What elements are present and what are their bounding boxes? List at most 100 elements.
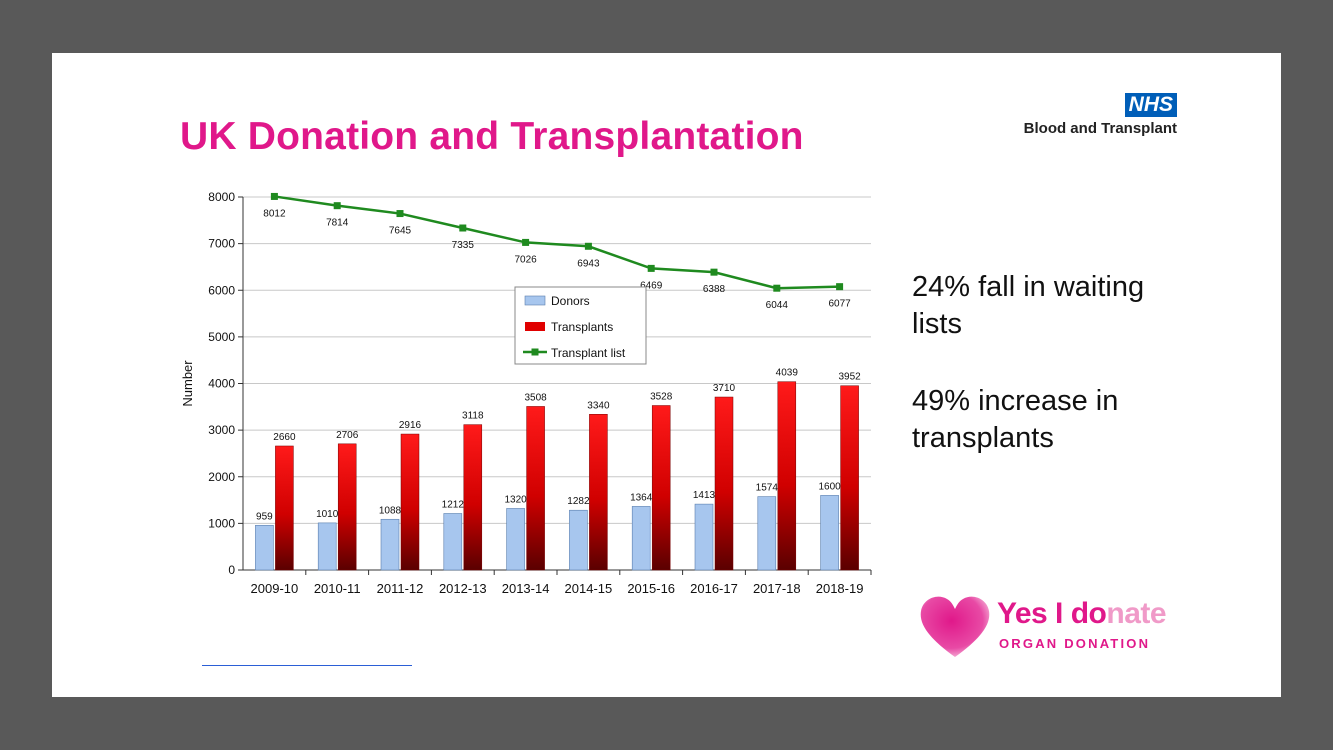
bar-transplants	[526, 406, 545, 571]
footer-link-line	[202, 665, 412, 666]
y-tick-label: 0	[228, 563, 235, 577]
logo-main-dark: Yes I do	[997, 597, 1107, 630]
bar-transplants	[651, 405, 671, 571]
bar-donors	[317, 522, 337, 571]
yes-i-donate-logo: Yes I donate ORGAN DONATION	[917, 591, 1197, 661]
x-tick-label: 2018-19	[816, 581, 864, 596]
point-transplant-list	[396, 210, 404, 218]
bar-donors	[569, 509, 588, 571]
bar-donors	[380, 518, 400, 571]
bar-transplants	[275, 445, 294, 571]
data-label-transplant-list: 7335	[452, 240, 475, 251]
point-transplant-list	[584, 242, 592, 250]
data-label-transplant-list: 7814	[326, 218, 349, 229]
bar-transplants	[337, 443, 357, 571]
data-label-transplants: 2660	[273, 432, 296, 443]
legend-label-donors: Donors	[551, 294, 590, 308]
point-transplant-list	[710, 268, 718, 276]
y-tick-label: 8000	[208, 190, 235, 204]
point-transplant-list	[522, 238, 530, 246]
data-label-donors: 1574	[756, 483, 779, 494]
legend-swatch-transplants	[525, 322, 545, 331]
data-label-transplants: 3508	[524, 392, 547, 403]
data-label-transplant-list: 7645	[389, 226, 412, 237]
y-tick-label: 1000	[208, 516, 235, 530]
y-tick-label: 7000	[208, 237, 235, 251]
stat-transplants: 49% increase in transplants	[912, 385, 1119, 454]
x-tick-label: 2015-16	[627, 581, 675, 596]
data-label-donors: 1320	[504, 494, 527, 505]
bar-donors	[443, 513, 463, 571]
x-tick-label: 2009-10	[251, 581, 299, 596]
bar-transplants	[589, 414, 608, 571]
bar-transplants	[840, 385, 859, 571]
y-tick-label: 3000	[208, 423, 235, 437]
data-label-transplants: 4039	[776, 368, 799, 379]
y-tick-label: 5000	[208, 330, 235, 344]
y-tick-label: 4000	[208, 377, 235, 391]
slide: UK Donation and Transplantation NHS Bloo…	[52, 53, 1281, 697]
bar-transplants	[714, 396, 734, 571]
y-tick-label: 2000	[208, 470, 235, 484]
legend-label-transplant-list: Transplant list	[551, 346, 626, 360]
x-tick-label: 2011-12	[377, 581, 424, 596]
data-label-transplants: 3528	[650, 392, 673, 403]
data-label-transplants: 3952	[838, 372, 861, 383]
legend-swatch-donors	[524, 295, 546, 306]
bar-transplants	[777, 381, 797, 571]
point-transplant-list	[773, 284, 781, 292]
data-label-donors: 1010	[316, 509, 339, 520]
data-label-transplants: 3710	[713, 383, 736, 394]
bar-donors	[820, 495, 839, 571]
x-tick-label: 2014-15	[565, 581, 613, 596]
nhs-logo: NHS Blood and Transplant	[1024, 93, 1177, 137]
bar-donors	[255, 524, 274, 571]
slide-title: UK Donation and Transplantation	[180, 115, 804, 158]
data-label-transplant-list: 6469	[640, 280, 663, 291]
logo-main-text: Yes I donate	[997, 597, 1167, 631]
data-label-transplant-list: 8012	[263, 208, 286, 219]
data-label-transplant-list: 6044	[766, 300, 789, 311]
data-label-transplants: 2916	[399, 420, 422, 431]
x-tick-label: 2010-11	[314, 581, 361, 596]
bar-donors	[757, 496, 777, 571]
point-transplant-list	[647, 264, 655, 272]
data-label-transplants: 3340	[587, 400, 610, 411]
bar-donors	[631, 506, 651, 571]
nhs-subtitle: Blood and Transplant	[1023, 120, 1177, 137]
y-tick-label: 6000	[208, 283, 235, 297]
data-label-transplants: 3118	[462, 411, 484, 422]
data-label-donors: 1088	[379, 505, 402, 516]
heart-icon	[920, 596, 990, 657]
x-tick-label: 2016-17	[690, 581, 738, 596]
x-tick-label: 2012-13	[439, 581, 487, 596]
y-axis-label: Number	[180, 360, 195, 407]
data-label-donors: 1413	[693, 490, 716, 501]
legend-label-transplants: Transplants	[551, 320, 613, 334]
logo-sub-text: ORGAN DONATION	[999, 636, 1151, 651]
bar-donors	[506, 508, 525, 571]
data-label-donors: 959	[256, 511, 273, 522]
nhs-badge: NHS	[1124, 93, 1177, 117]
data-label-transplant-list: 7026	[514, 254, 537, 265]
data-label-donors: 1212	[442, 499, 465, 510]
point-transplant-list	[836, 283, 844, 291]
point-transplant-list	[459, 224, 467, 232]
bar-donors	[694, 503, 714, 571]
stat-waiting-lists: 24% fall in waiting lists	[912, 271, 1145, 340]
bar-transplants	[463, 424, 483, 571]
data-label-transplant-list: 6943	[577, 258, 600, 269]
bar-transplants	[400, 433, 420, 571]
point-transplant-list	[270, 192, 278, 200]
x-tick-label: 2017-18	[753, 581, 801, 596]
data-label-transplant-list: 6388	[703, 284, 726, 295]
data-label-transplants: 2706	[336, 430, 359, 441]
line-transplant-list	[274, 195, 840, 290]
data-label-donors: 1282	[567, 496, 590, 507]
data-label-donors: 1364	[630, 492, 653, 503]
data-label-transplant-list: 6077	[828, 299, 851, 310]
data-label-donors: 1600	[818, 481, 841, 492]
legend-marker-transplant-list	[531, 348, 539, 356]
point-transplant-list	[333, 202, 341, 210]
